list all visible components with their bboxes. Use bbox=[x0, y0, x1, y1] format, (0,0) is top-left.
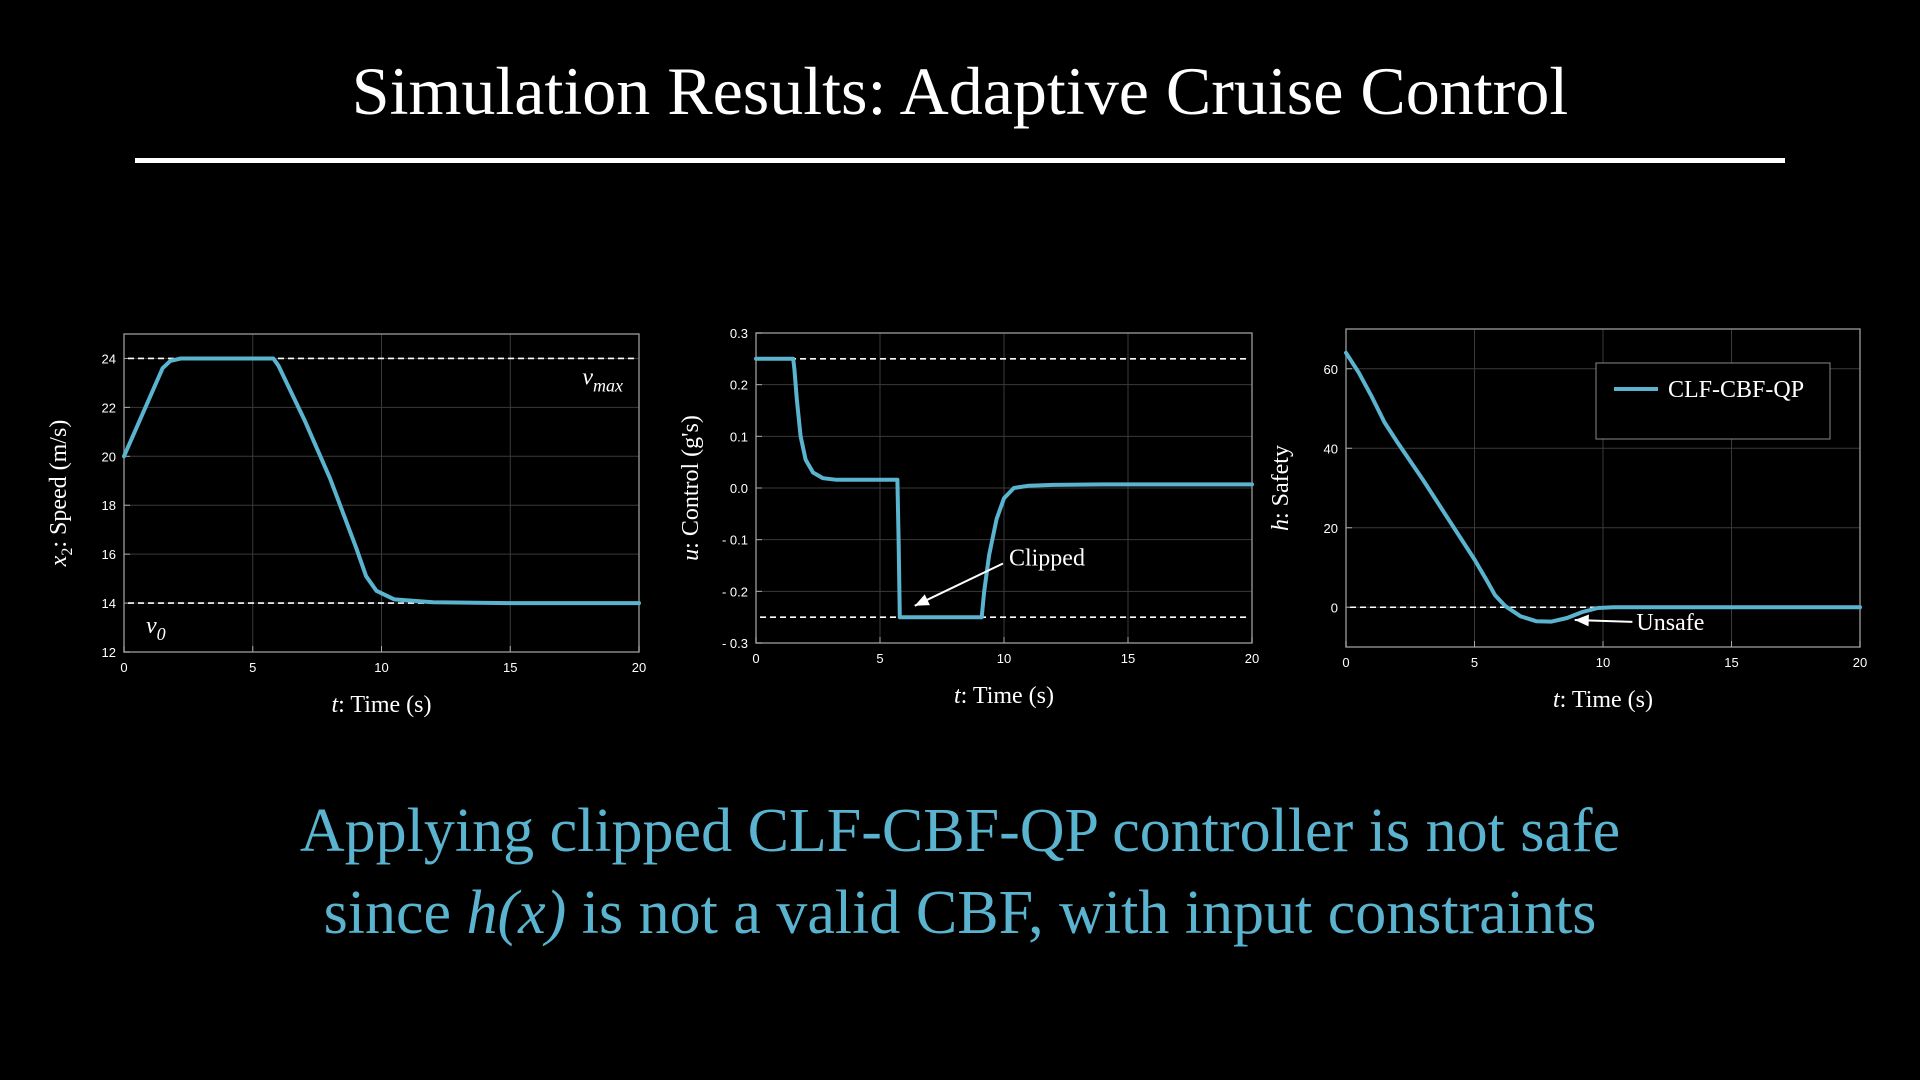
series-line bbox=[1344, 350, 1862, 624]
x-axis-label: t: Time (s) bbox=[954, 683, 1054, 709]
caption-line-2-pre: since bbox=[323, 879, 467, 947]
caption-line-2-post: is not a valid CBF, with input constrain… bbox=[566, 879, 1597, 947]
y-tick-label: - 0.3 bbox=[722, 636, 748, 651]
caption-line-2: since h(x) is not a valid CBF, with inpu… bbox=[0, 872, 1920, 954]
y-axis-label: x2: Speed (m/s) bbox=[46, 420, 76, 568]
x-tick-label: 5 bbox=[1471, 655, 1478, 670]
y-tick-label: 0.1 bbox=[730, 429, 748, 444]
annotation-label: Unsafe bbox=[1636, 610, 1704, 636]
y-tick-label: 20 bbox=[1324, 521, 1338, 536]
x-tick-label: 10 bbox=[997, 651, 1011, 666]
y-tick-label: 0.3 bbox=[730, 326, 748, 341]
title-divider bbox=[135, 158, 1785, 163]
caption-math-h-of-x: h(x) bbox=[466, 879, 567, 947]
annotation-arrow-head bbox=[914, 594, 930, 606]
y-tick-label: 0 bbox=[1331, 600, 1338, 615]
legend-entry: CLF-CBF-QP bbox=[1668, 377, 1804, 403]
y-tick-label: 14 bbox=[102, 596, 116, 611]
reference-line-label: vmax bbox=[582, 364, 623, 395]
annotation-arrow-line bbox=[914, 562, 1004, 607]
legend-box bbox=[1595, 362, 1831, 440]
series-line bbox=[754, 356, 1254, 620]
x-tick-label: 15 bbox=[1121, 651, 1135, 666]
y-tick-label: - 0.2 bbox=[722, 584, 748, 599]
y-tick-label: - 0.1 bbox=[722, 533, 748, 548]
chart-2: 0 5 10 15 20 - 0.3 - 0.2 - 0.1 0.0 0.1 0.2 0.3 Clipp… bbox=[678, 326, 1259, 709]
x-tick-label: 20 bbox=[1245, 651, 1259, 666]
x-tick-label: 0 bbox=[1342, 655, 1349, 670]
x-tick-label: 5 bbox=[876, 651, 883, 666]
y-tick-label: 20 bbox=[102, 449, 116, 464]
y-tick-label: 16 bbox=[102, 547, 116, 562]
y-tick-label: 0.2 bbox=[730, 378, 748, 393]
x-tick-label: 0 bbox=[752, 651, 759, 666]
x-tick-label: 15 bbox=[1724, 655, 1738, 670]
x-tick-label: 5 bbox=[249, 660, 256, 675]
x-axis-label: t: Time (s) bbox=[1553, 687, 1653, 713]
y-tick-label: 0.0 bbox=[730, 481, 748, 496]
x-axis-label: t: Time (s) bbox=[331, 692, 431, 718]
y-tick-label: 60 bbox=[1324, 362, 1338, 377]
x-tick-label: 10 bbox=[374, 660, 388, 675]
annotation-arrow-head bbox=[1574, 614, 1589, 627]
chart-3: 0 5 10 15 20 0 20 40 60 Unsafe CLF-CBF-QP t: Time (… bbox=[1268, 328, 1867, 713]
y-tick-label: 40 bbox=[1324, 441, 1338, 456]
y-axis-label: h: Safety bbox=[1268, 445, 1294, 531]
y-tick-label: 24 bbox=[102, 351, 116, 366]
slide-title: Simulation Results: Adaptive Cruise Cont… bbox=[351, 53, 1569, 129]
slide-caption: Applying clipped CLF-CBF-QP controller i… bbox=[0, 790, 1920, 954]
chart-1: 0 5 10 15 20 12 14 16 18 20 22 24 vmax v0 t: Time (s) x… bbox=[46, 333, 646, 718]
x-tick-label: 20 bbox=[1853, 655, 1867, 670]
y-tick-label: 12 bbox=[102, 645, 116, 660]
x-tick-label: 0 bbox=[120, 660, 127, 675]
y-tick-label: 18 bbox=[102, 498, 116, 513]
annotation-label: Clipped bbox=[1009, 546, 1085, 572]
reference-line-label: v0 bbox=[146, 613, 166, 644]
y-axis-label: u: Control (g's) bbox=[678, 415, 704, 561]
caption-line-1: Applying clipped CLF-CBF-QP controller i… bbox=[299, 797, 1621, 865]
x-tick-label: 10 bbox=[1596, 655, 1610, 670]
y-tick-label: 22 bbox=[102, 400, 116, 415]
x-tick-label: 20 bbox=[632, 660, 646, 675]
series-line bbox=[122, 356, 641, 606]
x-tick-label: 15 bbox=[503, 660, 517, 675]
